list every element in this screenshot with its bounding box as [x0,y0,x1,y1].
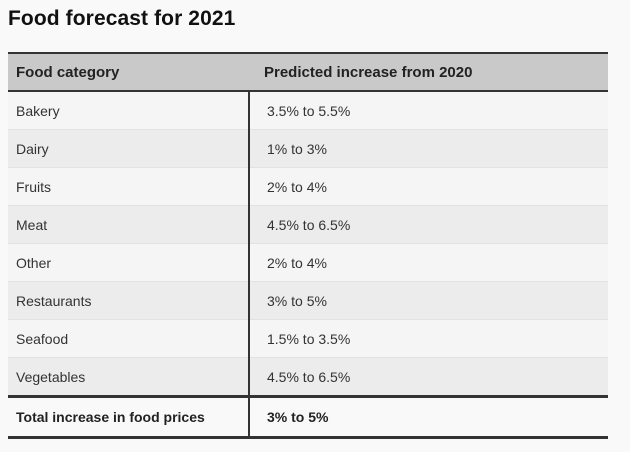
category-cell: Other [8,243,250,282]
table-row: Vegetables 4.5% to 6.5% [8,357,608,397]
table-header: Food category Predicted increase from 20… [8,52,608,92]
category-cell: Fruits [8,167,250,206]
table-row: Meat 4.5% to 6.5% [8,205,608,244]
category-cell: Dairy [8,129,250,168]
total-value: 3% to 5% [249,395,608,439]
page-title: Food forecast for 2021 [8,7,236,30]
table-row: Fruits 2% to 4% [8,167,608,206]
increase-cell: 1% to 3% [249,129,608,168]
table-row: Restaurants 3% to 5% [8,281,608,320]
total-row: Total increase in food prices 3% to 5% [8,395,608,439]
category-cell: Meat [8,205,250,244]
table-row: Seafood 1.5% to 3.5% [8,319,608,358]
increase-cell: 4.5% to 6.5% [249,357,608,397]
table-row: Bakery 3.5% to 5.5% [8,91,608,130]
table-body: Bakery 3.5% to 5.5% Dairy 1% to 3% Fruit… [8,91,608,397]
table-row: Other 2% to 4% [8,243,608,282]
increase-cell: 3.5% to 5.5% [249,91,608,130]
category-cell: Vegetables [8,357,250,397]
category-cell: Bakery [8,91,250,130]
increase-cell: 2% to 4% [249,167,608,206]
total-label: Total increase in food prices [8,395,250,439]
column-header-increase: Predicted increase from 2020 [249,52,608,92]
increase-cell: 4.5% to 6.5% [249,205,608,244]
table-footer: Total increase in food prices 3% to 5% [8,395,608,439]
column-header-category: Food category [8,52,249,92]
forecast-table: Food category Predicted increase from 20… [8,52,608,439]
increase-cell: 3% to 5% [249,281,608,320]
category-cell: Seafood [8,319,250,358]
increase-cell: 1.5% to 3.5% [249,319,608,358]
table-row: Dairy 1% to 3% [8,129,608,168]
category-cell: Restaurants [8,281,250,320]
header-row: Food category Predicted increase from 20… [8,52,608,92]
increase-cell: 2% to 4% [249,243,608,282]
